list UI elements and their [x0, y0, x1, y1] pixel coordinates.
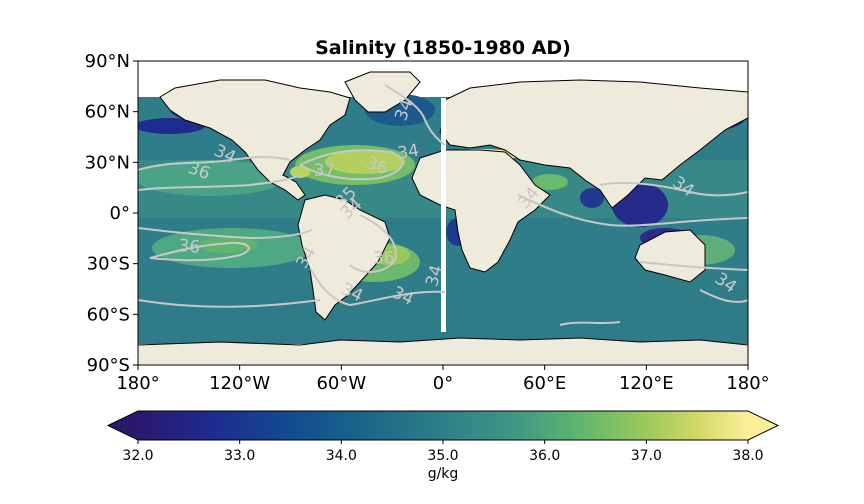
colorbar-tick-label: 32.0	[122, 448, 153, 464]
longitude-tick-labels: 180° 120°W 60°W 0° 60°E 120°E 180°	[116, 365, 770, 394]
contour-label: 36	[178, 236, 201, 258]
lat-tick-label: 90°N	[85, 51, 130, 72]
lat-tick-label: 60°N	[85, 102, 130, 123]
colorbar-tick-label: 38.0	[732, 448, 763, 464]
lat-tick-label: 90°S	[87, 355, 130, 376]
lon-tick-label: 180°	[116, 373, 159, 394]
lat-tick-label: 0°	[110, 203, 130, 224]
contour-label: 36	[373, 249, 395, 269]
colorbar: 32.0 33.0 34.0 35.0 36.0 37.0 38.0 g/kg	[106, 410, 780, 482]
colorbar-tick-label: 37.0	[631, 448, 662, 464]
colorbar-label: g/kg	[428, 466, 459, 482]
land-north-america	[159, 79, 351, 201]
colorbar-gradient	[138, 411, 748, 440]
land-eurasia	[439, 79, 748, 209]
lon-tick-label: 180°	[726, 373, 769, 394]
missing-data-meridian	[441, 98, 446, 332]
lat-tick-label: 30°N	[85, 152, 130, 173]
land-south-america	[297, 194, 391, 321]
lat-tick-label: 60°S	[87, 304, 130, 325]
latitude-tick-labels: 90°N 60°N 30°N 0° 30°S 60°S 90°S	[85, 51, 138, 376]
land-antarctica	[138, 337, 748, 365]
lat-tick-label: 30°S	[87, 254, 130, 275]
colorbar-tick-label: 36.0	[529, 448, 560, 464]
lon-tick-label: 60°E	[523, 373, 566, 394]
contour-label: 34	[396, 141, 421, 164]
contour-lines	[138, 84, 748, 326]
colorbar-extend-max	[748, 411, 778, 440]
colorbar-tick-label: 33.0	[224, 448, 255, 464]
land-masses	[138, 71, 748, 365]
contour-label: 37	[314, 161, 336, 181]
lon-tick-label: 0°	[433, 373, 453, 394]
colorbar-tick-label: 35.0	[427, 448, 458, 464]
colorbar-extend-min	[108, 411, 138, 440]
lon-tick-label: 120°E	[619, 373, 674, 394]
land-australia	[634, 229, 706, 283]
lon-tick-label: 60°W	[316, 373, 366, 394]
lon-tick-label: 120°W	[209, 373, 270, 394]
colorbar-tick-label: 34.0	[326, 448, 357, 464]
land-greenland	[344, 71, 421, 113]
colorbar-ticks: 32.0 33.0 34.0 35.0 36.0 37.0 38.0	[122, 440, 764, 464]
map-title: Salinity (1850-1980 AD)	[315, 37, 571, 59]
